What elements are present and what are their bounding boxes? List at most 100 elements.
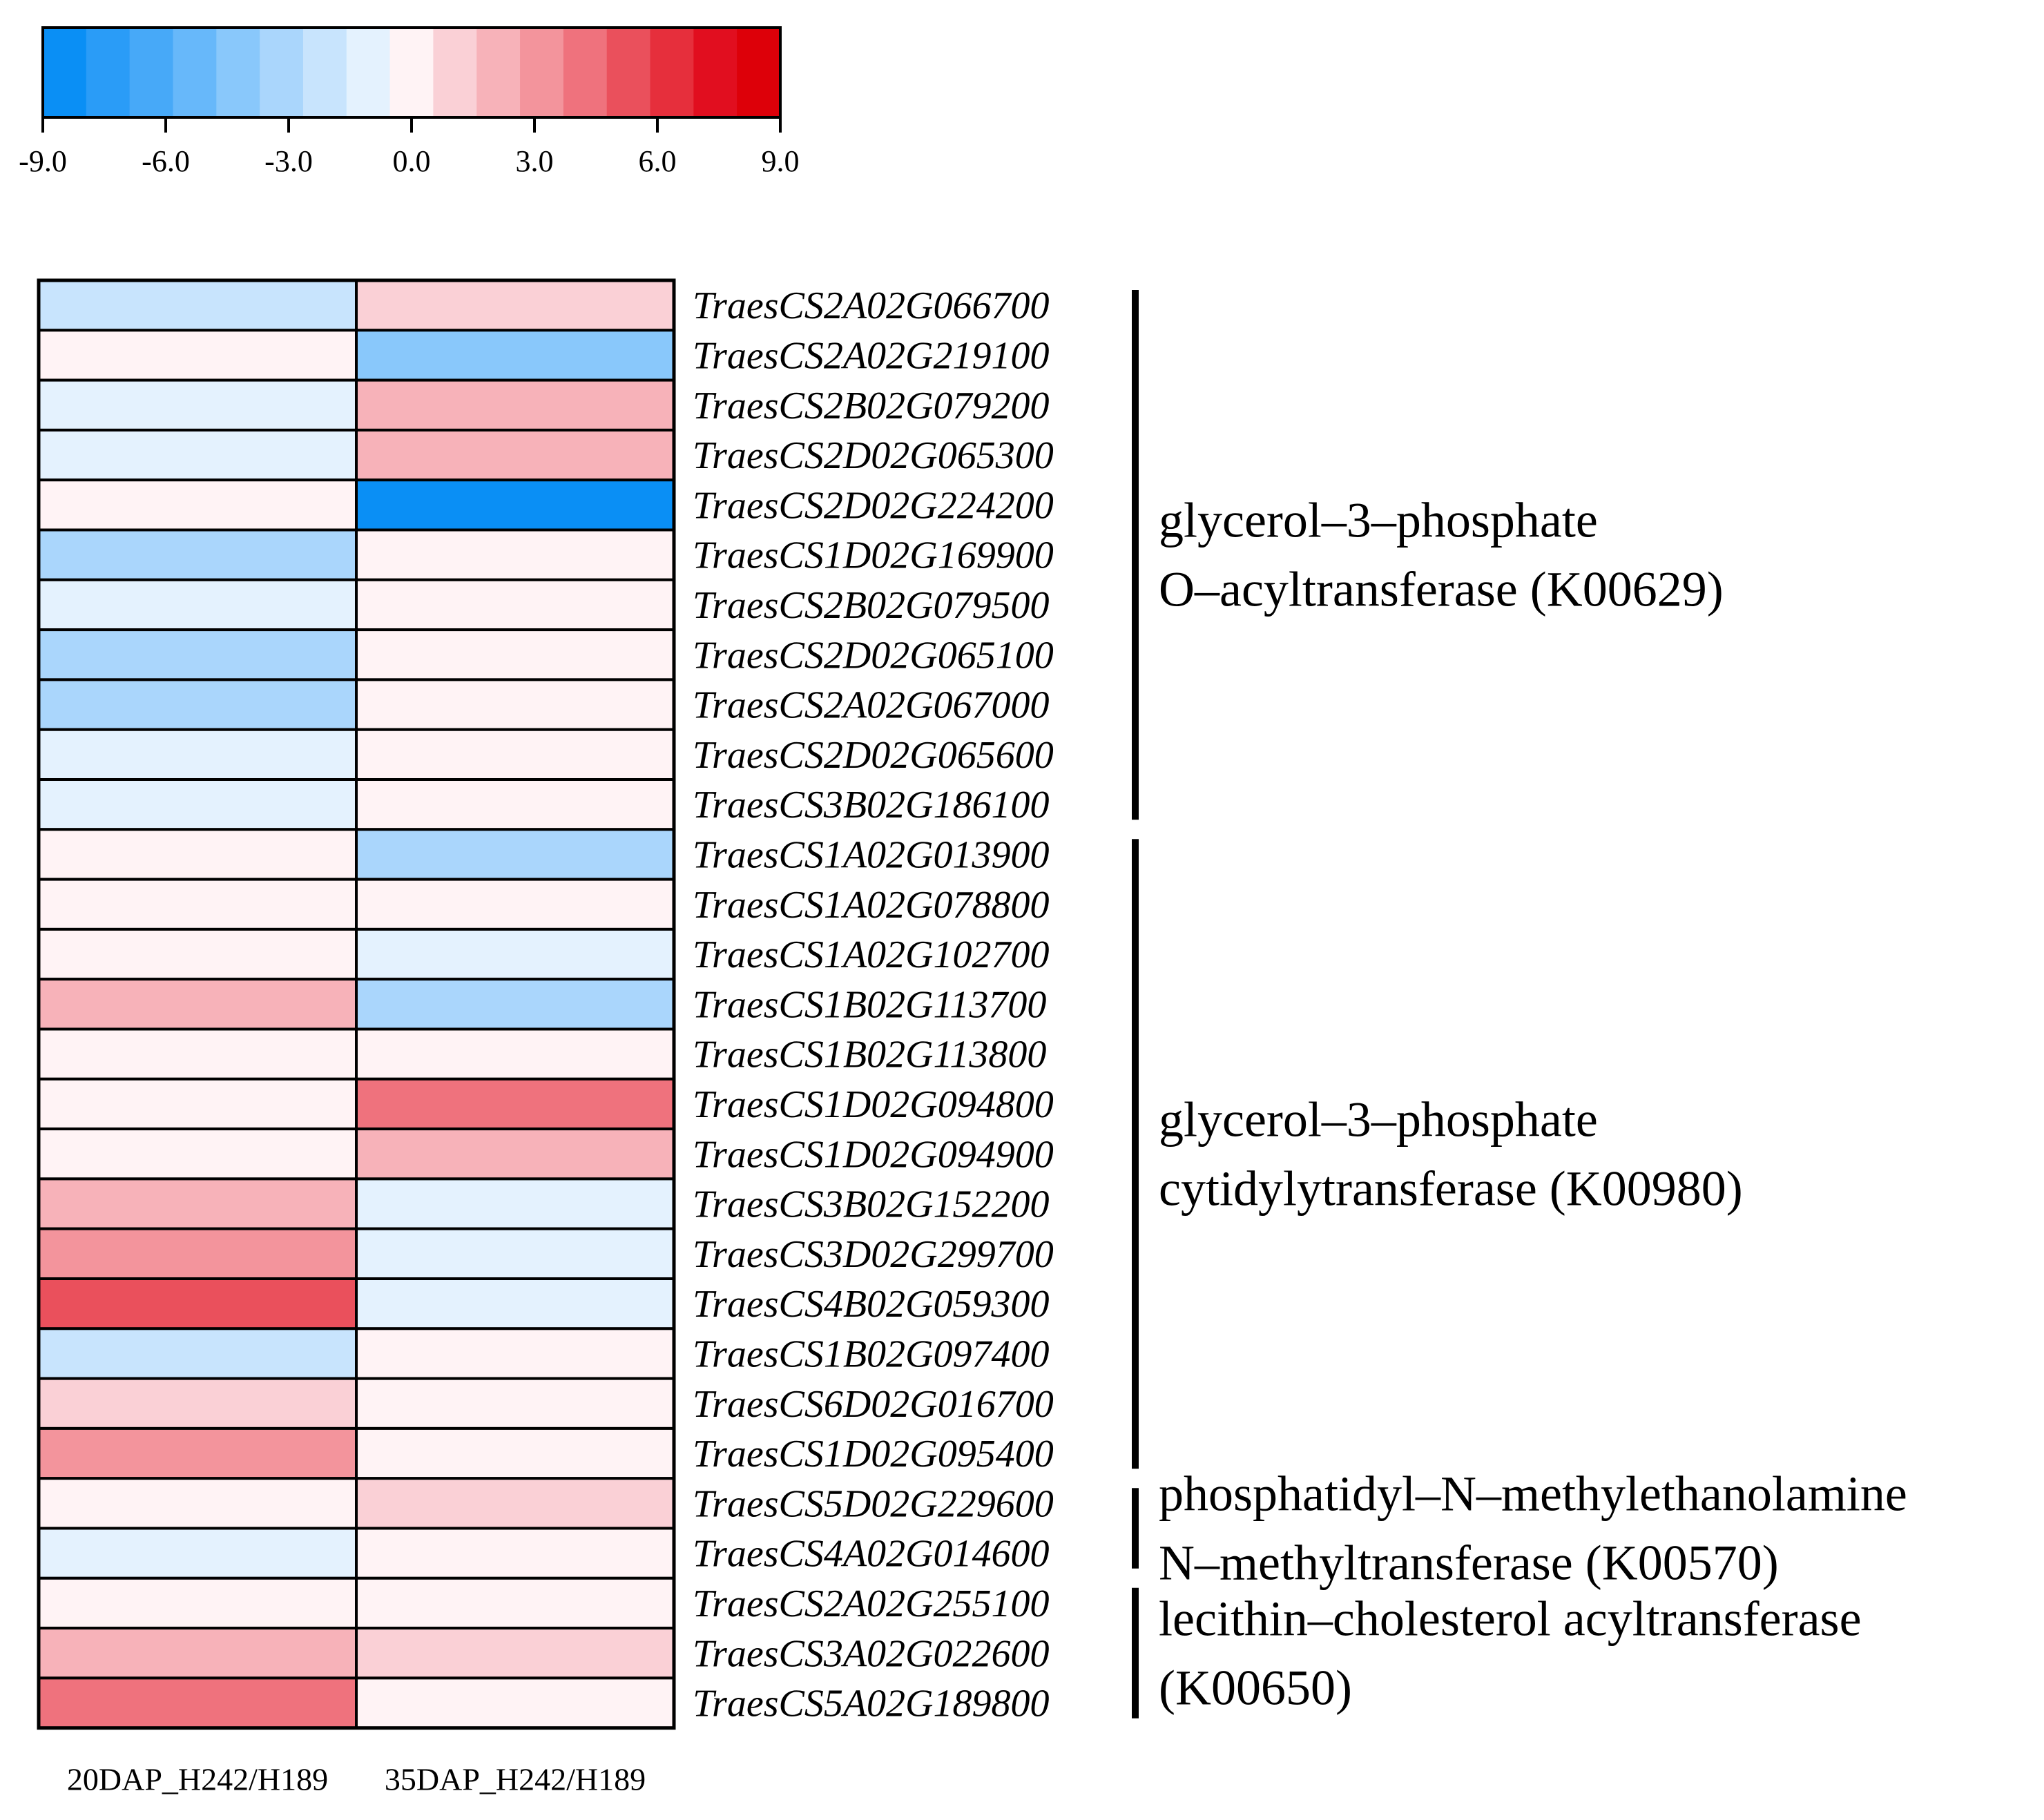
- colorbar-segment: [260, 28, 304, 117]
- heatmap-cell: [37, 1377, 358, 1430]
- colorbar-segment: [86, 28, 131, 117]
- group-label: cytidylytransferase (K00980): [1159, 1161, 1743, 1216]
- gene-label: TraesCS5D02G229600: [693, 1482, 1054, 1525]
- heatmap-cell: [355, 728, 675, 781]
- heatmap-cell: [37, 1477, 358, 1530]
- heatmap-cell: [355, 1327, 675, 1380]
- heatmap-cell: [355, 378, 675, 432]
- column-label: 35DAP_H242/H189: [385, 1762, 646, 1797]
- group-label: lecithin–cholesterol acyltransferase: [1159, 1591, 1862, 1646]
- heatmap-cell: [355, 1027, 675, 1081]
- heatmap-cell: [37, 1227, 358, 1280]
- heatmap-cell: [355, 1177, 675, 1230]
- heatmap-border: [37, 278, 676, 1730]
- group-annotations: glycerol–3–phosphate O–acyltransferase (K…: [1132, 290, 1907, 1719]
- gene-label: TraesCS1A02G013900: [693, 833, 1050, 876]
- heatmap-cell: [37, 478, 358, 532]
- colorbar-tick-label: -6.0: [142, 144, 190, 178]
- gene-label: TraesCS3D02G299700: [693, 1233, 1054, 1276]
- color-scale-bar: -9.0 -6.0 -3.0 0.0 3.0 6.0 9.0: [19, 26, 800, 178]
- group-label: (K00650): [1159, 1660, 1352, 1715]
- heatmap-cell: [37, 528, 358, 581]
- column-label: 20DAP_H242/H189: [67, 1762, 328, 1797]
- heatmap-cell: [355, 1627, 675, 1680]
- gene-label: TraesCS2A02G066700: [693, 284, 1050, 327]
- colorbar-segment: [737, 28, 781, 117]
- heatmap-cell: [37, 1676, 358, 1730]
- heatmap-cell: [37, 778, 358, 831]
- heatmap-cell: [37, 1077, 358, 1131]
- heatmap-cell: [37, 1277, 358, 1330]
- group-label: O–acyltransferase (K00629): [1159, 562, 1724, 617]
- heatmap-cell: [355, 1277, 675, 1330]
- heatmap-cell: [355, 1676, 675, 1730]
- heatmap-cell: [37, 428, 358, 482]
- heatmap-cell: [37, 878, 358, 931]
- colorbar-segment: [173, 28, 218, 117]
- heatmap-cell: [355, 578, 675, 632]
- heatmap-cell: [37, 678, 358, 731]
- heatmap-cell: [355, 1377, 675, 1430]
- heatmap-cell: [355, 828, 675, 881]
- colorbar-segment: [563, 28, 608, 117]
- heatmap-cell: [37, 1177, 358, 1230]
- gene-label: TraesCS2D02G065100: [693, 634, 1054, 677]
- gene-label: TraesCS1D02G094900: [693, 1133, 1054, 1176]
- group-label: phosphatidyl–N–methylethanolamine: [1159, 1466, 1907, 1522]
- colorbar-tick-label: 9.0: [762, 144, 800, 178]
- heatmap-cell: [355, 279, 675, 332]
- gene-label: TraesCS2A02G219100: [693, 334, 1050, 377]
- gene-label: TraesCS1D02G169900: [693, 534, 1054, 577]
- group-label: glycerol–3–phosphate: [1159, 1092, 1598, 1147]
- colorbar-segment: [302, 28, 347, 117]
- heatmap-cell: [37, 1527, 358, 1580]
- gene-label: TraesCS2B02G079500: [693, 584, 1050, 627]
- heatmap-cell: [37, 1576, 358, 1630]
- heatmap-cell: [355, 978, 675, 1031]
- gene-label: TraesCS3A02G022600: [693, 1632, 1050, 1675]
- gene-label: TraesCS1B02G113700: [693, 983, 1046, 1026]
- gene-label: TraesCS2D02G065600: [693, 734, 1054, 777]
- gene-label: TraesCS3B02G152200: [693, 1183, 1050, 1226]
- heatmap-cell: [37, 329, 358, 382]
- heatmap-cell: [355, 678, 675, 731]
- gene-label: TraesCS2D02G065300: [693, 434, 1054, 477]
- heatmap-cell: [37, 1327, 358, 1380]
- gene-label: TraesCS2B02G079200: [693, 385, 1050, 427]
- heatmap-cell: [37, 728, 358, 781]
- colorbar-tick-label: -9.0: [19, 144, 67, 178]
- heatmap-cell: [37, 1027, 358, 1081]
- colorbar-segment: [389, 28, 434, 117]
- heatmap-cell: [355, 1426, 675, 1480]
- colorbar-tick-label: 6.0: [639, 144, 677, 178]
- heatmap-cells: [37, 278, 676, 1730]
- heatmap-cell: [355, 927, 675, 981]
- heatmap-cell: [355, 329, 675, 382]
- gene-labels: TraesCS2A02G066700 TraesCS2A02G219100 Trae…: [693, 284, 1054, 1725]
- colorbar-tick-label: 0.0: [393, 144, 431, 178]
- heatmap-cell: [37, 378, 358, 432]
- heatmap-cell: [37, 978, 358, 1031]
- colorbar-segment: [433, 28, 478, 117]
- gene-label: TraesCS1B02G097400: [693, 1333, 1050, 1375]
- heatmap-cell: [355, 628, 675, 681]
- colorbar-segment: [346, 28, 391, 117]
- heatmap-cell: [37, 1127, 358, 1181]
- heatmap-cell: [37, 1627, 358, 1680]
- heatmap-cell: [37, 578, 358, 632]
- column-labels: 20DAP_H242/H189 35DAP_H242/H189: [67, 1762, 646, 1797]
- heatmap-cell: [37, 1426, 358, 1480]
- heatmap-cell: [37, 927, 358, 981]
- colorbar-tick-label: -3.0: [264, 144, 313, 178]
- colorbar-segment: [693, 28, 737, 117]
- group-label: N–methyltransferase (K00570): [1159, 1536, 1779, 1591]
- colorbar-segment: [129, 28, 174, 117]
- gene-label: TraesCS4B02G059300: [693, 1283, 1050, 1326]
- gene-label: TraesCS1A02G102700: [693, 933, 1050, 976]
- heatmap-cell: [355, 778, 675, 831]
- gene-label: TraesCS4A02G014600: [693, 1533, 1050, 1576]
- heatmap-cell: [355, 1576, 675, 1630]
- gene-label: TraesCS2D02G224200: [693, 484, 1054, 527]
- gene-label: TraesCS3B02G186100: [693, 784, 1050, 826]
